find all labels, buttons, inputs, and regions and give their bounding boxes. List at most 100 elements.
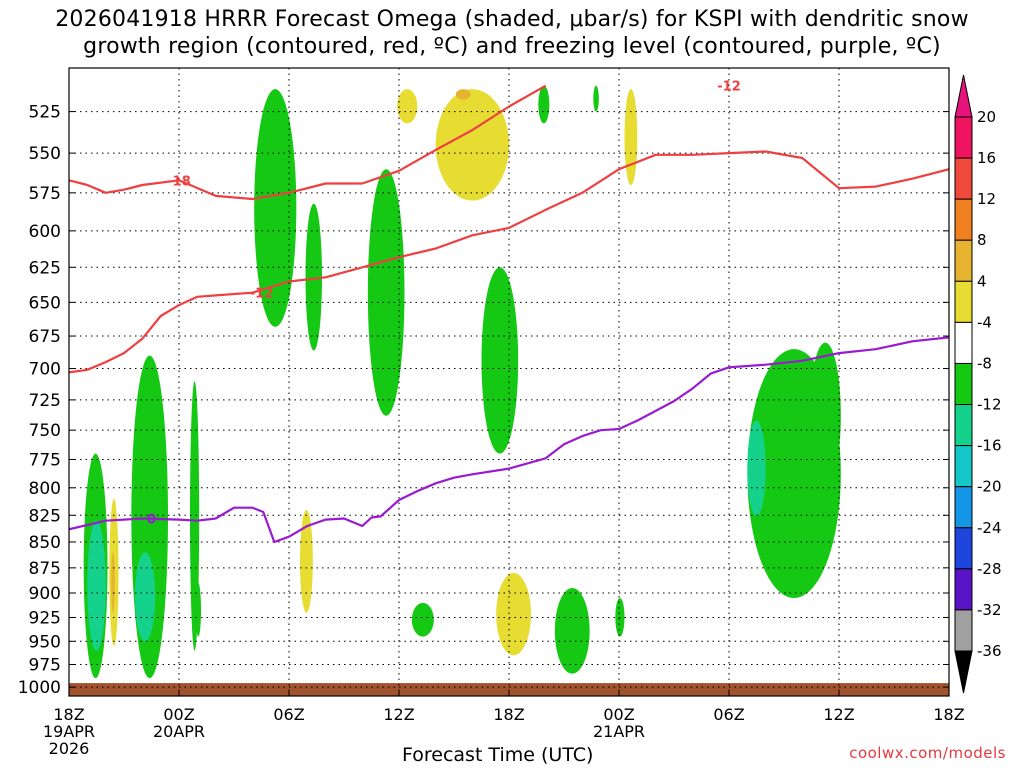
colorbar-label: -4 (977, 313, 992, 331)
x-tick-label: 18Z (933, 705, 964, 724)
y-tick-label: 800 (29, 479, 61, 499)
y-tick-label: 950 (29, 632, 61, 652)
omega-region-1 (87, 520, 106, 651)
omega-region-22 (624, 89, 638, 186)
y-tick-label: 550 (29, 144, 61, 164)
contour-dgz-1 (508, 84, 547, 108)
colorbar-swatch (954, 362, 973, 406)
x-tick-sublabel: 20APR (153, 722, 205, 741)
contour-label: -18 (167, 174, 191, 189)
omega-region-8 (254, 89, 297, 327)
colorbar-swatch (954, 568, 973, 611)
contour-label: 0 (147, 513, 156, 528)
omega-region-25 (809, 342, 841, 488)
colorbar-swatch (954, 239, 973, 282)
x-tick-sublabel: 2026 (49, 739, 90, 758)
colorbar-label: -20 (977, 478, 1002, 496)
y-tick-label: 625 (29, 258, 61, 278)
x-tick-label: 06Z (273, 705, 304, 724)
colorbar: 20 16 12 8 4 -4 -8 -12 -16 -20 -24 -28 -32 -36 (954, 74, 1002, 694)
colorbar-bottom-arrow (954, 650, 973, 694)
colorbar-label: -36 (977, 642, 1002, 660)
omega-region-24 (747, 420, 766, 517)
omega-region-9 (305, 203, 322, 351)
y-tick-label: 650 (29, 293, 61, 313)
colorbar-swatch (954, 157, 973, 200)
omega-region-12 (397, 89, 418, 124)
omega-region-10 (300, 509, 313, 613)
contour-dgz-2 (69, 150, 949, 374)
omega-region-15 (455, 89, 471, 100)
y-tick-label: 925 (29, 608, 61, 628)
colorbar-swatch (954, 445, 973, 488)
colorbar-swatch (954, 198, 973, 241)
x-tick-label: 12Z (383, 705, 414, 724)
y-tick-label: 600 (29, 222, 61, 242)
title-line-2: growth region (contoured, red, ºC) and f… (83, 34, 941, 59)
y-tick-label: 725 (29, 391, 61, 411)
y-tick-label: 850 (29, 533, 61, 553)
y-tick-label: 775 (29, 450, 61, 470)
title-line-1: 2026041918 HRRR Forecast Omega (shaded, … (55, 7, 969, 32)
contour-lines: -18 -12 -12 0 (69, 80, 949, 544)
contour-label: -12 (717, 80, 741, 95)
x-tick-label: 00Z (163, 705, 194, 724)
y-tick-label: 1000 (18, 678, 61, 698)
colorbar-label: 12 (977, 190, 996, 208)
omega-shading (83, 85, 841, 679)
x-tick-label: 00Z (603, 705, 634, 724)
colorbar-label: -8 (977, 354, 992, 372)
y-axis-ticks: 525 550 575 600 625 650 675 700 725 750 775 800 825 8… (18, 103, 949, 698)
colorbar-top-arrow (954, 74, 973, 118)
omega-region-18 (538, 85, 550, 124)
omega-region-13 (411, 602, 434, 637)
y-tick-label: 525 (29, 103, 61, 123)
y-tick-label: 700 (29, 360, 61, 380)
colorbar-label: 8 (977, 231, 987, 249)
colorbar-swatch (954, 280, 973, 323)
y-tick-label: 675 (29, 327, 61, 347)
x-tick-label: 18Z (53, 705, 84, 724)
colorbar-swatch (954, 486, 973, 529)
colorbar-swatch (954, 404, 973, 447)
x-tick-label: 18Z (493, 705, 524, 724)
contour-dgz-0 (69, 105, 510, 201)
omega-region-7 (195, 583, 201, 637)
omega-region-20 (593, 85, 599, 112)
colorbar-label: 4 (977, 272, 987, 290)
x-tick-label: 06Z (713, 705, 744, 724)
y-tick-label: 900 (29, 584, 61, 604)
x-axis-title: Forecast Time (UTC) (402, 744, 594, 766)
colorbar-label: 16 (977, 149, 996, 167)
colorbar-swatch (954, 609, 973, 652)
y-tick-label: 825 (29, 506, 61, 526)
colorbar-label: -32 (977, 601, 1002, 619)
omega-region-6 (190, 381, 200, 651)
colorbar-label: -24 (977, 519, 1002, 537)
y-tick-label: 875 (29, 559, 61, 579)
x-tick-label: 12Z (823, 705, 854, 724)
contour-freezing-level (69, 336, 949, 544)
grid-lines (69, 68, 949, 696)
colorbar-swatch (954, 527, 973, 570)
omega-region-16 (481, 267, 519, 454)
colorbar-label: -16 (977, 437, 1002, 455)
colorbar-swatch (954, 321, 973, 364)
contour-label: -12 (250, 287, 274, 302)
omega-region-5 (135, 552, 156, 642)
credit-text: coolwx.com/models (849, 744, 1006, 762)
y-tick-label: 575 (29, 184, 61, 204)
colorbar-label: -12 (977, 396, 1002, 414)
colorbar-label: 20 (977, 108, 996, 126)
omega-region-19 (554, 588, 590, 674)
omega-region-17 (496, 572, 531, 656)
colorbar-swatch (954, 116, 973, 159)
omega-region-3 (111, 552, 115, 613)
x-tick-sublabel: 19APR (43, 722, 95, 741)
y-tick-label: 750 (29, 421, 61, 441)
chart-title: 2026041918 HRRR Forecast Omega (shaded, … (0, 6, 1024, 60)
x-tick-sublabel: 21APR (593, 722, 645, 741)
y-tick-label: 975 (29, 655, 61, 675)
